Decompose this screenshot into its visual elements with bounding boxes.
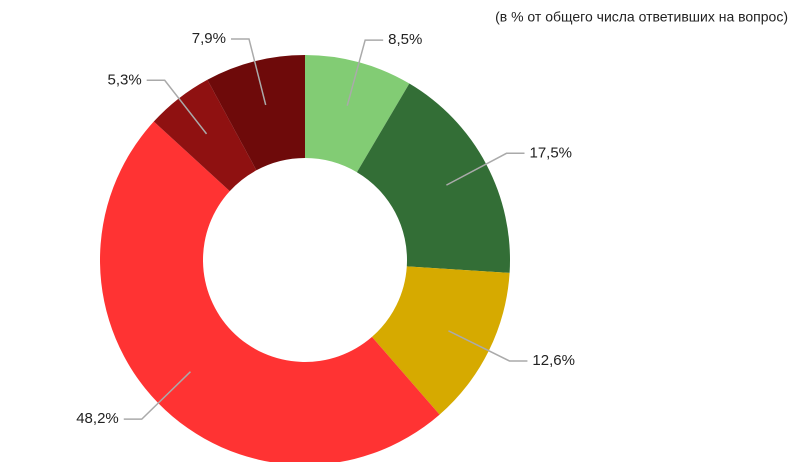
donut-slice — [371, 266, 510, 415]
chart-subtitle: (в % от общего числа ответивших на вопро… — [495, 9, 788, 25]
donut-slice — [153, 79, 257, 192]
leader-line — [448, 330, 528, 362]
donut-slice — [207, 55, 305, 171]
donut-slice — [356, 83, 511, 273]
data-label: 12,6% — [532, 352, 575, 369]
leader-line — [230, 38, 267, 106]
data-label: 17,5% — [529, 144, 572, 161]
leader-line — [446, 152, 525, 186]
leader-line — [346, 39, 384, 106]
data-label: 48,2% — [76, 410, 119, 427]
data-label: 5,3% — [107, 71, 141, 88]
data-label: 8,5% — [388, 31, 422, 48]
data-label: 7,9% — [192, 30, 226, 47]
donut-slice — [305, 55, 410, 173]
leader-line — [146, 79, 208, 135]
leader-line — [123, 371, 191, 420]
